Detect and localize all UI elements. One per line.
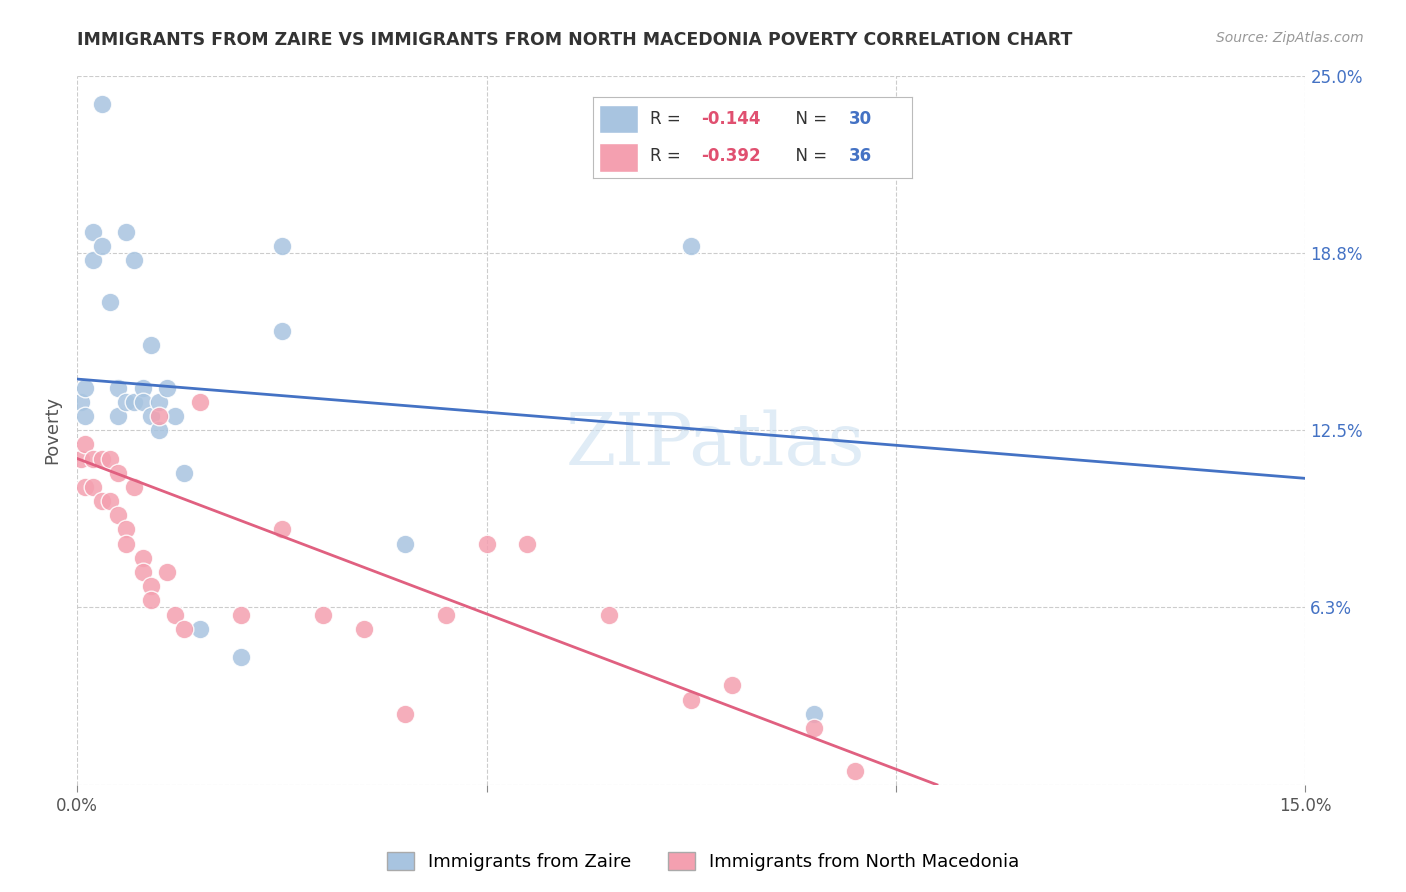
Point: [115, 536, 138, 550]
Point: [475, 536, 498, 550]
Point: [139, 409, 162, 423]
Point: [229, 607, 252, 622]
Point: [229, 650, 252, 665]
Point: [434, 607, 457, 622]
Point: [82, 225, 104, 239]
Text: ZIPatlas: ZIPatlas: [567, 409, 866, 480]
Point: [165, 607, 187, 622]
Point: [173, 466, 195, 480]
Point: [165, 409, 187, 423]
Point: [124, 394, 146, 409]
Point: [115, 523, 138, 537]
Point: [107, 381, 129, 395]
Point: [115, 394, 138, 409]
Point: [312, 607, 335, 622]
Point: [98, 451, 121, 466]
Point: [598, 607, 620, 622]
Point: [803, 706, 825, 721]
Point: [70, 451, 93, 466]
Point: [124, 252, 146, 267]
Legend: Immigrants from Zaire, Immigrants from North Macedonia: Immigrants from Zaire, Immigrants from N…: [380, 845, 1026, 879]
Point: [124, 480, 146, 494]
Point: [75, 381, 97, 395]
Point: [148, 423, 170, 437]
Point: [681, 692, 703, 706]
Point: [721, 678, 744, 692]
Point: [353, 622, 375, 636]
Point: [173, 622, 195, 636]
Point: [75, 480, 97, 494]
Point: [82, 451, 104, 466]
Point: [107, 508, 129, 523]
Point: [131, 565, 153, 579]
Point: [75, 437, 97, 451]
Point: [139, 593, 162, 607]
Point: [394, 706, 416, 721]
Point: [70, 394, 93, 409]
Point: [844, 764, 866, 778]
Point: [115, 225, 138, 239]
Point: [131, 381, 153, 395]
Point: [75, 409, 97, 423]
Point: [131, 394, 153, 409]
Point: [107, 409, 129, 423]
Point: [148, 409, 170, 423]
Point: [188, 622, 211, 636]
Point: [90, 238, 112, 252]
Point: [98, 295, 121, 310]
Text: Source: ZipAtlas.com: Source: ZipAtlas.com: [1216, 31, 1364, 45]
Point: [270, 238, 292, 252]
Point: [107, 466, 129, 480]
Point: [188, 394, 211, 409]
Point: [90, 451, 112, 466]
Point: [82, 480, 104, 494]
Point: [156, 381, 179, 395]
Point: [270, 523, 292, 537]
Point: [148, 394, 170, 409]
Point: [516, 536, 538, 550]
Point: [98, 494, 121, 508]
Point: [139, 338, 162, 352]
Point: [681, 238, 703, 252]
Point: [82, 252, 104, 267]
Y-axis label: Poverty: Poverty: [44, 396, 60, 464]
Point: [131, 550, 153, 565]
Point: [90, 494, 112, 508]
Point: [803, 721, 825, 735]
Text: IMMIGRANTS FROM ZAIRE VS IMMIGRANTS FROM NORTH MACEDONIA POVERTY CORRELATION CHA: IMMIGRANTS FROM ZAIRE VS IMMIGRANTS FROM…: [77, 31, 1073, 49]
Point: [139, 579, 162, 593]
Point: [394, 536, 416, 550]
Point: [270, 324, 292, 338]
Point: [90, 96, 112, 111]
Point: [156, 565, 179, 579]
